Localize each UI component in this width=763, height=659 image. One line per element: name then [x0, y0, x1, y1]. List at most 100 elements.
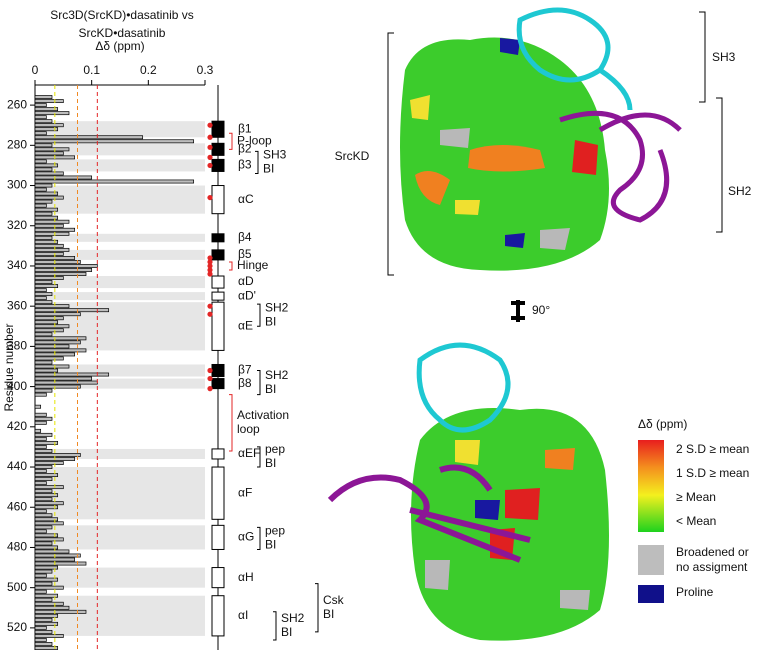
bar: [34, 163, 59, 168]
bar: [34, 609, 87, 614]
bar: [34, 549, 70, 554]
bar: [34, 392, 47, 397]
bar: [34, 103, 47, 108]
bar: [34, 300, 53, 305]
bar: [34, 223, 64, 228]
bar: [34, 581, 53, 586]
structure-label: β1: [238, 121, 252, 135]
red-marker: [207, 271, 213, 277]
structure-element: [211, 378, 225, 390]
domain-label: SH3: [712, 50, 736, 64]
y-tick-label: 500: [7, 580, 27, 594]
bar: [34, 384, 81, 389]
structure-label: β5: [238, 247, 252, 261]
bar: [34, 115, 47, 120]
bar: [34, 372, 110, 377]
bar: [34, 621, 59, 626]
bar: [34, 243, 64, 248]
bar: [34, 272, 87, 276]
red-marker: [207, 263, 213, 269]
bar: [34, 191, 59, 196]
bar: [34, 340, 81, 345]
bar: [34, 605, 70, 610]
y-tick-label: 480: [7, 540, 27, 554]
bar: [34, 625, 47, 630]
structure-element: [211, 249, 225, 261]
domain-brackets: [387, 11, 723, 276]
bar: [34, 513, 53, 518]
bracket-label: Csk: [323, 593, 345, 607]
bar: [34, 288, 47, 293]
chart-title: SrcKD•dasatinib: [79, 26, 166, 40]
bar: [34, 545, 59, 550]
legend-label: 2 S.D ≥ mean: [676, 442, 749, 456]
bracket: [257, 370, 261, 396]
bar: [34, 183, 53, 188]
bar: [34, 593, 59, 598]
bar: [34, 268, 93, 272]
bar: [34, 308, 110, 313]
bar: [34, 509, 47, 514]
bar: [34, 529, 47, 534]
y-tick-label: 340: [7, 258, 27, 272]
bar: [34, 264, 98, 268]
y-tick-label: 420: [7, 419, 27, 433]
legend-label: Broadened or: [676, 545, 749, 559]
structure-element: [211, 363, 225, 378]
bar: [34, 368, 59, 373]
shaded-band: [35, 292, 205, 301]
legend-label: < Mean: [676, 514, 716, 528]
shaded-band: [35, 448, 205, 459]
bar: [34, 171, 64, 176]
bar: [34, 601, 64, 606]
structure-label: αD': [238, 288, 256, 302]
bar: [34, 629, 53, 634]
bracket-label: BI: [281, 625, 292, 639]
bar: [34, 489, 53, 494]
bar: [34, 469, 47, 473]
bar: [34, 175, 93, 180]
bracket-label: BI: [263, 162, 274, 176]
bar: [34, 436, 47, 441]
structure-label: αEF: [238, 446, 260, 460]
bracket-label: SH2: [265, 300, 289, 314]
red-marker: [207, 267, 213, 273]
bar: [34, 95, 53, 99]
bar: [34, 127, 59, 132]
structure-element: [211, 158, 225, 172]
structure-label: β2: [238, 142, 252, 156]
bar: [34, 207, 59, 212]
red-marker: [207, 122, 213, 128]
legend-label: ≥ Mean: [676, 490, 716, 504]
structure-element: [211, 233, 225, 243]
y-tick-label: 520: [7, 620, 27, 634]
structure-element: [211, 595, 225, 637]
shaded-band: [35, 121, 205, 138]
bar: [34, 445, 47, 449]
bracket: [257, 526, 261, 550]
bracket: [257, 303, 261, 327]
bracket: [229, 394, 233, 452]
protein-top: [400, 7, 682, 271]
y-tick-label: 320: [7, 218, 27, 232]
colorbar: [638, 440, 664, 532]
bar: [34, 613, 59, 618]
structure-label: αE: [238, 318, 253, 332]
bar: [34, 247, 70, 252]
bar: [34, 573, 47, 578]
bar: [34, 123, 64, 128]
bar: [34, 179, 195, 184]
shaded-band: [35, 249, 205, 260]
domain-label: SH2: [728, 184, 752, 198]
structure-label: β3: [238, 158, 252, 172]
bar: [34, 634, 64, 638]
bar: [34, 135, 144, 140]
bar: [34, 449, 53, 453]
bar: [34, 521, 64, 526]
bar: [34, 143, 53, 148]
shaded-band: [35, 378, 205, 389]
bracket-label: pep: [265, 524, 285, 538]
red-marker: [207, 144, 213, 150]
x-axis-label: Δδ (ppm): [95, 39, 144, 53]
